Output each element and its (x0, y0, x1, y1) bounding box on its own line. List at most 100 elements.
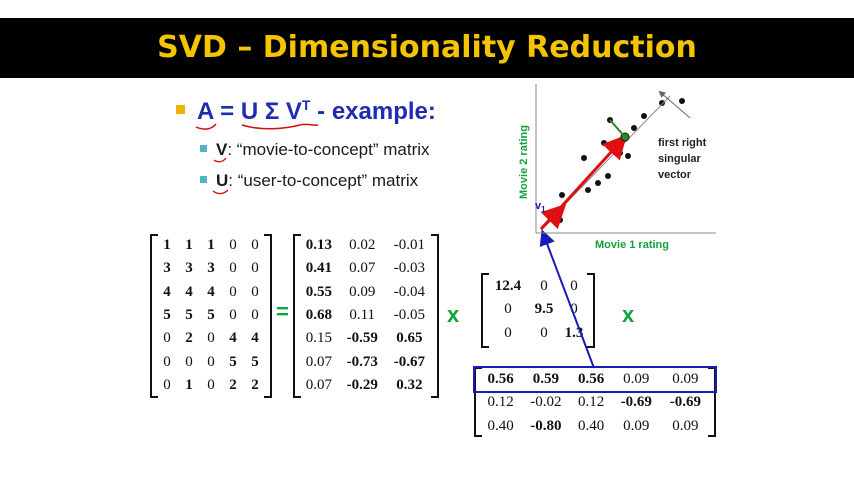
matrix-sigma-row: 0 9.5 0 (487, 298, 589, 321)
matrix-cell: 3 (207, 260, 215, 277)
sub-bullet-u-text: : “user-to-concept” matrix (228, 171, 419, 190)
matrix-cell: 0 (207, 353, 215, 370)
eq-u: U (240, 98, 259, 125)
v1-label: v1 (535, 200, 546, 214)
matrix-u-row: 0.13 0.02 -0.01 (299, 234, 433, 257)
matrix-cell: 3 (163, 260, 171, 277)
scatter-point (631, 125, 637, 131)
matrix-cell: 4 (163, 283, 171, 300)
matrix-cell: 0 (251, 307, 259, 324)
sub-bullet-v-text: : “movie-to-concept” matrix (227, 140, 430, 159)
matrix-u-row: 0.41 0.07 -0.03 (299, 257, 433, 280)
connector-arrow (539, 229, 595, 369)
matrix-cell: 0.56 (577, 371, 605, 388)
scatter-point (581, 155, 587, 161)
matrix-cell: 0 (229, 307, 237, 324)
scatter-point (601, 140, 607, 146)
matrix-cell: 0.09 (623, 371, 650, 388)
scatter-annotation: first right singular vector (658, 137, 709, 181)
sub-bullet-u-key: U (216, 171, 229, 190)
eq-a: A (197, 98, 214, 125)
annotation-line-2: singular (658, 153, 702, 165)
matrix-cell: -0.04 (393, 283, 426, 300)
equals-sign: = (276, 299, 289, 324)
matrix-u-right-bracket (431, 234, 439, 398)
matrix-vt: 0.56 0.59 0.56 0.09 0.09 0.12 -0.02 0.12 -0.69 -0… (474, 367, 716, 437)
scatter-x-label: Movie 1 rating (595, 239, 669, 251)
matrix-cell: 0 (251, 283, 259, 300)
matrix-cell: 0.09 (623, 417, 650, 434)
matrix-cell: 4 (229, 330, 237, 347)
eq-sigma: Σ (258, 98, 286, 125)
matrix-cell: -0.29 (346, 376, 378, 393)
matrix-cell: 0.07 (305, 353, 332, 370)
matrix-cell: 0.13 (305, 237, 332, 254)
matrix-cell: -0.59 (346, 330, 378, 347)
matrix-cell: -0.01 (393, 237, 426, 254)
ink-underline-v (213, 157, 227, 163)
matrix-cell: 1 (185, 376, 193, 393)
matrix-cell: 0 (570, 278, 578, 295)
scatter-y-label: Movie 2 rating (518, 125, 530, 199)
matrix-cell: 1 (163, 237, 171, 254)
matrix-cell: 0.07 (305, 376, 332, 393)
v1-label-sub: 1 (541, 205, 546, 214)
matrix-cell: 1 (207, 237, 215, 254)
matrix-vt-body: 0.56 0.59 0.56 0.09 0.09 0.12 -0.02 0.12 -0.69 -0… (480, 368, 710, 438)
matrix-cell: 0 (163, 353, 171, 370)
times-sign-2: x (622, 302, 635, 327)
matrix-vt-row: 0.12 -0.02 0.12 -0.69 -0.69 (480, 391, 710, 414)
eq-v: V (285, 98, 302, 125)
times-sign-1: x (447, 302, 460, 327)
slide-title: SVD – Dimensionality Reduction (157, 30, 697, 65)
matrix-cell: 2 (229, 376, 237, 393)
sub-bullet-v: V: “movie-to-concept” matrix (200, 140, 430, 160)
matrix-cell: 0.40 (487, 417, 514, 434)
matrix-cell: 0.07 (349, 260, 376, 277)
matrix-cell: 5 (207, 307, 215, 324)
matrix-u-row: 0.55 0.09 -0.04 (299, 281, 433, 304)
matrix-cell: 5 (163, 307, 171, 324)
scatter-point (617, 150, 623, 156)
matrix-cell: 0 (251, 237, 259, 254)
sub-bullet-square-icon (200, 145, 207, 153)
matrix-cell: 0 (229, 260, 237, 277)
scatter-point (625, 153, 631, 159)
ink-underline-a (195, 123, 217, 130)
matrix-cell: 0 (207, 376, 215, 393)
annotation-line-3: vector (658, 169, 692, 181)
matrix-cell: 0.32 (396, 376, 423, 393)
scatter-point (659, 100, 665, 106)
matrix-sigma-body: 12.4 0 0 0 9.5 0 0 0 1.3 (487, 275, 589, 345)
annotation-pointer (658, 90, 691, 119)
matrix-cell: 2 (251, 376, 259, 393)
matrix-u-row: 0.07 -0.73 -0.67 (299, 350, 433, 373)
matrix-cell: 0 (540, 324, 548, 341)
matrix-cell: 0.40 (577, 417, 605, 434)
scatter-point (679, 98, 685, 104)
matrix-u-row: 0.15 -0.59 0.65 (299, 327, 433, 350)
sub-bullet-u: U: “user-to-concept” matrix (200, 171, 418, 191)
scatter-point (605, 173, 611, 179)
matrix-cell: -0.73 (346, 353, 378, 370)
matrix-cell: 5 (251, 353, 259, 370)
matrix-cell: 0.12 (487, 394, 514, 411)
matrix-cell: 0 (207, 330, 215, 347)
matrix-u-body: 0.13 0.02 -0.01 0.41 0.07 -0.03 0.55 0.09 -0.04 0… (299, 234, 433, 397)
matrix-cell: -0.80 (530, 417, 562, 434)
matrix-cell: -0.69 (669, 394, 702, 411)
matrix-vt-row: 0.56 0.59 0.56 0.09 0.09 (480, 368, 710, 391)
matrix-vt-row: 0.40 -0.80 0.40 0.09 0.09 (480, 415, 710, 438)
matrix-cell: 0.56 (487, 371, 514, 388)
matrix-cell: 0 (251, 260, 259, 277)
matrix-cell: 0.02 (349, 237, 376, 254)
matrix-cell: 0 (570, 301, 578, 318)
matrix-cell: -0.67 (393, 353, 426, 370)
matrix-cell: 0 (163, 330, 171, 347)
